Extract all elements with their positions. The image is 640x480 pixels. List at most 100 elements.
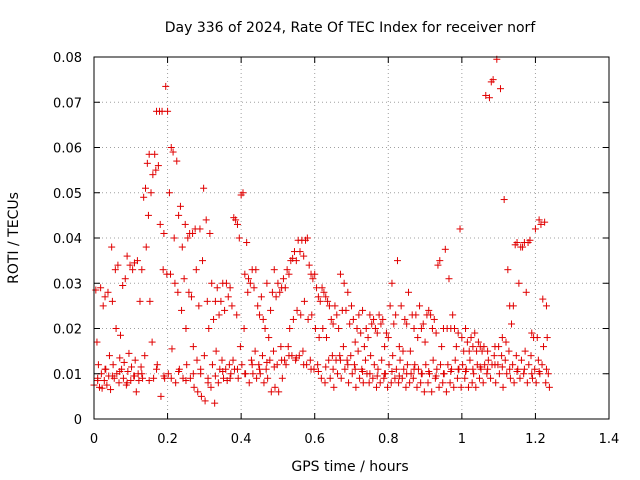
data-point xyxy=(270,266,278,274)
data-point xyxy=(487,374,495,382)
data-point xyxy=(285,352,293,360)
data-point xyxy=(542,302,550,310)
data-point xyxy=(447,367,455,375)
data-point xyxy=(328,352,336,360)
data-point xyxy=(112,325,120,332)
data-point xyxy=(124,367,132,375)
data-point xyxy=(218,356,226,364)
data-point xyxy=(542,365,550,373)
data-point xyxy=(208,361,216,369)
data-point xyxy=(226,284,234,292)
data-point xyxy=(225,361,233,369)
data-point xyxy=(395,343,403,351)
data-point xyxy=(94,361,102,369)
data-point xyxy=(366,311,374,319)
data-point xyxy=(251,347,259,355)
data-point xyxy=(521,347,529,355)
data-point xyxy=(417,325,425,332)
data-point xyxy=(175,211,183,219)
data-point xyxy=(289,254,297,262)
data-point xyxy=(378,356,386,364)
data-point xyxy=(485,94,493,102)
data-point xyxy=(360,343,368,351)
y-tick-label: 0.04 xyxy=(53,232,82,247)
data-point xyxy=(147,189,155,197)
data-point xyxy=(406,379,414,387)
data-point xyxy=(392,365,400,373)
data-point xyxy=(410,325,418,332)
data-point xyxy=(159,266,167,274)
data-point xyxy=(437,361,445,369)
data-point xyxy=(438,343,446,351)
data-point xyxy=(180,275,188,283)
data-point xyxy=(153,365,161,373)
data-point xyxy=(544,370,552,378)
data-point xyxy=(463,338,471,346)
data-point xyxy=(149,171,157,179)
data-point xyxy=(510,379,518,387)
data-point xyxy=(466,356,474,364)
data-point xyxy=(178,306,186,314)
data-point xyxy=(103,381,111,389)
data-point xyxy=(314,293,322,301)
x-tick-label: 0.4 xyxy=(231,432,252,447)
data-point xyxy=(139,374,147,382)
data-point xyxy=(442,388,450,396)
data-point xyxy=(105,352,113,360)
data-point xyxy=(359,379,367,387)
data-point xyxy=(509,361,517,369)
data-point xyxy=(454,329,462,337)
data-point xyxy=(419,320,427,328)
data-point xyxy=(175,367,183,375)
data-point xyxy=(461,374,469,382)
data-point xyxy=(361,356,369,364)
data-point xyxy=(513,239,521,247)
data-point xyxy=(300,297,308,305)
data-point xyxy=(234,374,242,382)
data-point xyxy=(451,325,458,332)
data-point xyxy=(150,374,158,382)
data-point xyxy=(456,225,464,233)
data-point xyxy=(189,370,197,378)
data-point xyxy=(153,361,161,369)
data-point xyxy=(376,379,384,387)
data-point xyxy=(396,356,404,364)
data-point xyxy=(330,383,338,391)
data-point xyxy=(297,311,305,319)
data-point xyxy=(476,374,484,382)
data-point xyxy=(320,288,328,296)
data-point xyxy=(342,306,350,314)
y-tick-label: 0.08 xyxy=(53,51,82,66)
data-point xyxy=(324,297,332,305)
data-point xyxy=(532,379,540,387)
data-point xyxy=(217,297,225,305)
data-point xyxy=(204,379,212,387)
data-point xyxy=(277,343,285,351)
data-point xyxy=(384,383,392,391)
data-point xyxy=(255,361,263,369)
data-point xyxy=(193,356,201,364)
data-point xyxy=(506,374,514,382)
data-point xyxy=(258,352,266,360)
data-point xyxy=(390,320,398,328)
data-point xyxy=(528,329,536,337)
data-point xyxy=(164,370,172,378)
data-point xyxy=(305,261,313,269)
data-point xyxy=(208,279,216,287)
data-point xyxy=(432,329,440,337)
data-point xyxy=(240,325,248,332)
x-tick-label: 0.6 xyxy=(304,432,325,447)
data-point xyxy=(410,365,418,373)
data-point xyxy=(254,302,262,310)
data-point xyxy=(152,166,160,174)
data-point xyxy=(135,377,143,385)
data-point xyxy=(365,379,373,387)
data-point xyxy=(311,270,319,278)
y-tick-label: 0.01 xyxy=(53,368,82,383)
data-point xyxy=(185,288,193,296)
data-point xyxy=(160,372,168,380)
data-point xyxy=(500,196,508,204)
data-point xyxy=(167,144,175,151)
data-point xyxy=(403,320,411,328)
